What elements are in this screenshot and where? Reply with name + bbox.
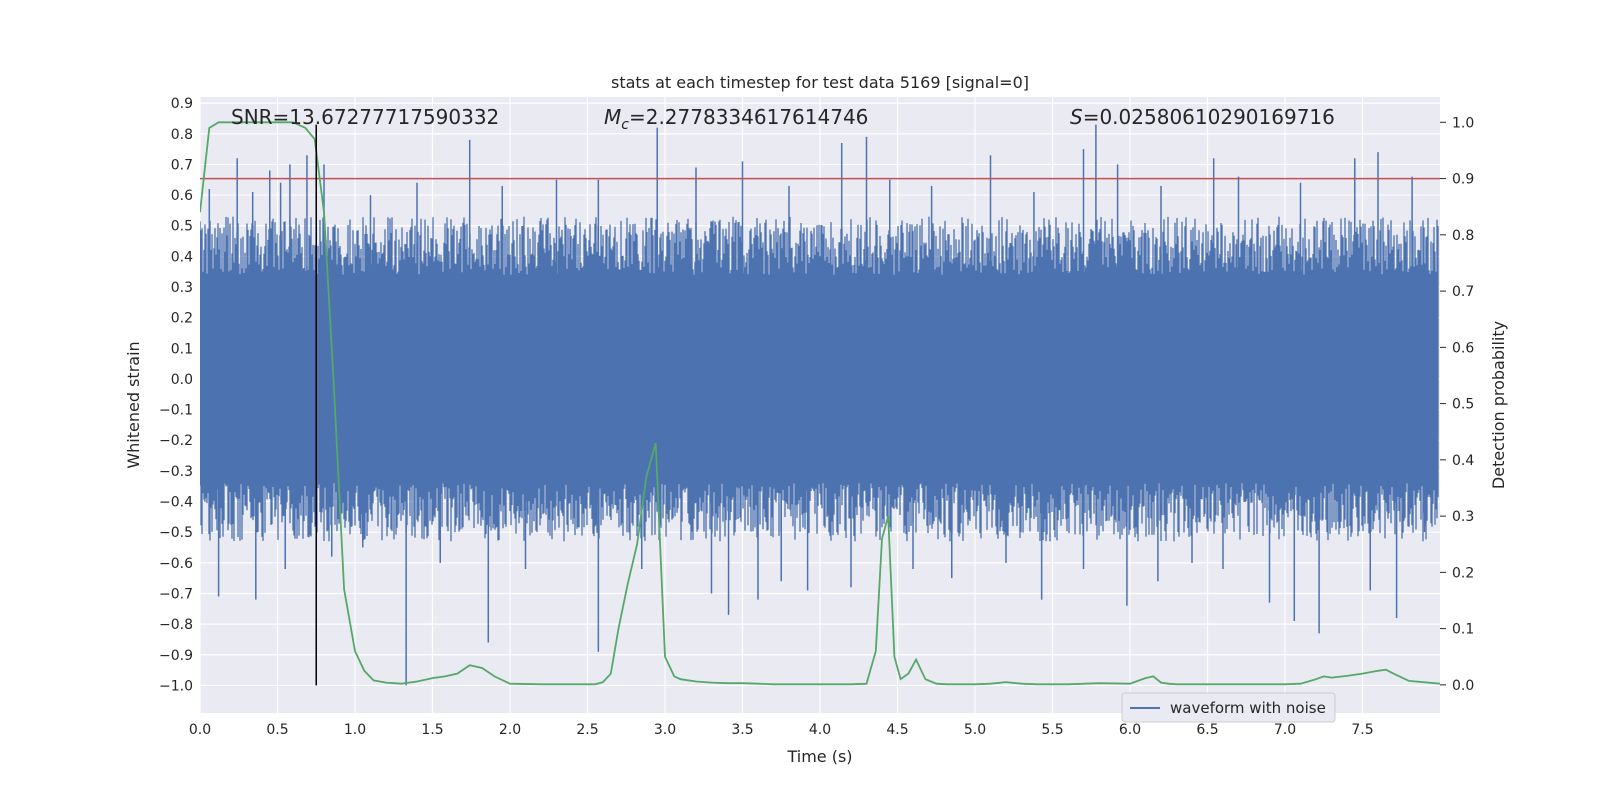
- y-left-tick-label: 0.3: [171, 280, 193, 296]
- snr-annotation: SNR=13.67277717590332: [231, 105, 499, 129]
- y-right-tick-label: 0.7: [1452, 284, 1474, 300]
- s-annotation: S=0.02580610290169716: [1070, 105, 1335, 129]
- y-right-tick-label: 0.3: [1452, 509, 1474, 525]
- y-right-tick-label: 0.6: [1452, 340, 1474, 356]
- y-left-tick-label: 0.6: [171, 188, 193, 204]
- chirp-mass-value: =2.2778334617614746: [629, 105, 868, 129]
- y-right-tick-label: 0.2: [1452, 565, 1474, 581]
- y-left-tick-label: −0.9: [159, 648, 193, 664]
- x-tick-label: 1.0: [344, 722, 366, 738]
- y-left-tick-label: −0.1: [159, 403, 193, 419]
- legend-box: [1121, 692, 1336, 723]
- x-tick-label: 2.0: [499, 722, 521, 738]
- y-left-tick-label: 0.4: [171, 249, 193, 265]
- y-left-tick-label: −0.8: [159, 617, 193, 633]
- x-tick-label: 0.5: [266, 722, 288, 738]
- y-left-tick-label: −0.5: [159, 525, 193, 541]
- x-tick-label: 1.5: [421, 722, 443, 738]
- x-tick-label: 2.5: [576, 722, 598, 738]
- x-tick-label: 5.5: [1041, 722, 1063, 738]
- x-tick-label: 0.0: [189, 722, 211, 738]
- y-right-tick-label: 1.0: [1452, 115, 1474, 131]
- y-left-tick-label: 0.0: [171, 372, 193, 388]
- chirp-mass-subscript: c: [621, 117, 629, 133]
- y-axis-label-right: Detection probability: [1489, 321, 1508, 489]
- x-axis-label: Time (s): [786, 747, 852, 766]
- y-right-tick-label: 0.9: [1452, 172, 1474, 188]
- y-left-tick-label: 0.1: [171, 341, 193, 357]
- y-left-tick-label: −0.3: [159, 464, 193, 480]
- x-tick-label: 6.5: [1196, 722, 1218, 738]
- x-tick-label: 4.0: [809, 722, 831, 738]
- x-tick-label: 7.0: [1274, 722, 1296, 738]
- x-tick-label: 3.5: [731, 722, 753, 738]
- y-left-tick-label: 0.7: [171, 157, 193, 173]
- chart-title: stats at each timestep for test data 516…: [611, 73, 1029, 92]
- chirp-mass-annotation: Mc=2.2778334617614746: [604, 105, 868, 133]
- s-value: =0.02580610290169716: [1083, 105, 1335, 129]
- x-tick-label: 7.5: [1351, 722, 1373, 738]
- y-right-tick-label: 0.8: [1452, 228, 1474, 244]
- y-axis-label-left: Whitened strain: [124, 341, 143, 468]
- x-tick-label: 5.0: [964, 722, 986, 738]
- legend-label: waveform with noise: [1170, 699, 1326, 717]
- y-left-tick-label: −0.7: [159, 586, 193, 602]
- y-left-tick-label: 0.9: [171, 96, 193, 112]
- x-tick-label: 6.0: [1119, 722, 1141, 738]
- y-left-tick-label: −0.2: [159, 433, 193, 449]
- strain-noise-trace: [200, 216, 1439, 542]
- y-left-tick-label: −1.0: [159, 678, 193, 694]
- y-left-tick-label: 0.8: [171, 127, 193, 143]
- y-left-tick-label: 0.5: [171, 219, 193, 235]
- x-tick-label: 4.5: [886, 722, 908, 738]
- y-left-tick-label: 0.2: [171, 311, 193, 327]
- detection-probability-line: [200, 121, 1440, 686]
- y-left-tick-label: −0.4: [159, 495, 193, 511]
- s-symbol: S: [1070, 105, 1083, 129]
- y-right-tick-label: 0.5: [1452, 397, 1474, 413]
- y-right-tick-label: 0.1: [1452, 622, 1474, 638]
- y-left-tick-label: −0.6: [159, 556, 193, 572]
- y-right-tick-label: 0.4: [1452, 453, 1474, 469]
- y-right-tick-label: 0.0: [1452, 678, 1474, 694]
- x-tick-label: 3.0: [654, 722, 676, 738]
- legend: waveform with noise: [1121, 692, 1336, 723]
- chirp-mass-symbol: M: [604, 105, 621, 129]
